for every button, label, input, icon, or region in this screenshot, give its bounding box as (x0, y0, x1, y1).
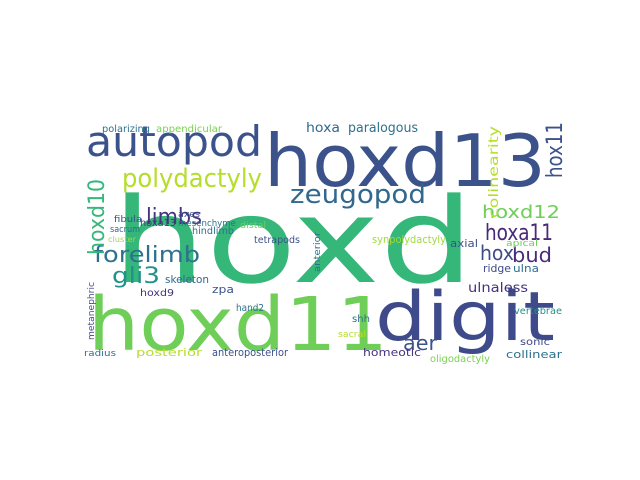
word-radius: radius (84, 349, 116, 359)
word-skeleton: skeleton (165, 273, 209, 286)
word-ridge: ridge (483, 262, 511, 275)
word-forelimb: forelimb (94, 243, 200, 268)
word-hoxa: hoxa (306, 121, 340, 136)
word-metanephric: metanephric (87, 282, 97, 340)
word-tetrapods: tetrapods (254, 235, 300, 246)
word-hox: hox (480, 241, 514, 265)
word-apical: apical (506, 239, 538, 249)
word-homeotic: homeotic (363, 346, 421, 359)
word-sacrum: sacrum (110, 225, 140, 235)
word-hox11: hox11 (543, 122, 568, 178)
word-ulna: ulna (513, 262, 539, 275)
word-ulnaless: ulnaless (468, 281, 528, 296)
word-hoxd12: hoxd12 (482, 202, 560, 223)
word-bud: bud (512, 243, 552, 267)
word-hoxa11: hoxa11 (485, 221, 553, 246)
word-aer: aer (403, 331, 438, 355)
word-gli3: gli3 (112, 264, 160, 289)
word-zpa: zpa (212, 283, 234, 296)
word-mesenchyme: mesenchyme (178, 219, 236, 229)
word-paralogous: paralogous (348, 121, 418, 136)
word-zeugopod: zeugopod (290, 180, 426, 210)
word-posterior: posterior (136, 346, 203, 359)
word-cluster: cluster (108, 235, 137, 244)
word-hand2: hand2 (236, 303, 264, 314)
word-fibula: fibula (114, 215, 142, 225)
word-colinearity: colinearity (487, 126, 502, 218)
word-polydactyly: polydactyly (122, 164, 262, 194)
word-hoxd10: hoxd10 (85, 179, 110, 255)
word-hoxd9: hoxd9 (140, 288, 174, 299)
word-polarizing: polarizing (102, 124, 150, 135)
word-axial: axial (450, 237, 478, 250)
word-hoxd: hoxd (112, 172, 474, 310)
word-distal: distal (240, 221, 266, 231)
word-appendicular: appendicular (156, 124, 223, 135)
word-autopod: autopod (86, 117, 262, 166)
word-hoxa13: hoxa13 (140, 218, 176, 229)
word-shh: shh (352, 314, 370, 325)
word-sonic: sonic (520, 337, 550, 348)
word-digit: digit (375, 278, 555, 357)
word-hoxd13: hoxd13 (264, 119, 546, 203)
word-axes: axes (178, 210, 200, 220)
word-collinear: collinear (506, 348, 563, 361)
word-hindlimb: hindlimb (192, 226, 234, 237)
word-limbs: limbs (146, 205, 202, 230)
word-oligodactyly: oligodactyly (430, 354, 490, 365)
word-sacral: sacral (338, 330, 366, 340)
word-anteroposterior: anteroposterior (212, 346, 288, 359)
word-anterior: anterior (313, 232, 323, 272)
word-hoxd11: hoxd11 (88, 282, 388, 368)
word-synpolydactyly: synpolydactyly (372, 233, 446, 246)
word-vertebrae: vertebrae (514, 306, 562, 317)
